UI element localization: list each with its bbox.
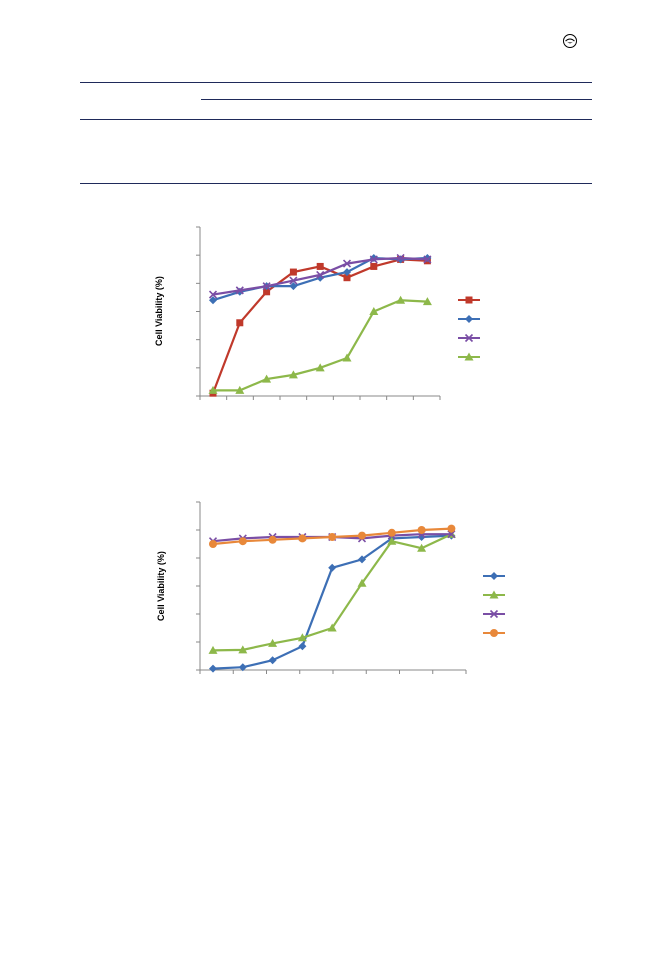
- data-point: [209, 296, 217, 305]
- data-point: [396, 253, 405, 263]
- data-point: [235, 385, 245, 394]
- data-point: [358, 555, 366, 564]
- data-point: [423, 253, 432, 262]
- data-point: [297, 633, 307, 642]
- data-point: [289, 276, 298, 285]
- data-point: [268, 656, 277, 665]
- data-point: [268, 535, 277, 544]
- data-point: [235, 287, 244, 296]
- data-point: [238, 537, 247, 546]
- data-point: [417, 526, 426, 534]
- table-header-bottom-rule: [80, 119, 592, 120]
- data-point: [343, 274, 351, 282]
- data-point: [238, 534, 247, 543]
- data-point: [417, 533, 426, 541]
- data-point: [289, 268, 297, 276]
- data-point: [417, 530, 426, 539]
- data-point: [316, 262, 324, 270]
- table-bottom-rule: [80, 183, 592, 184]
- data-point: [209, 389, 217, 397]
- data-point: [342, 353, 352, 362]
- data-point: [298, 642, 307, 651]
- data-point: [396, 255, 405, 264]
- data-point: [447, 524, 456, 533]
- data-point: [387, 531, 396, 540]
- data-point: [447, 530, 456, 539]
- legend-marker: [464, 333, 474, 343]
- data-point: [342, 259, 352, 268]
- data-point: [357, 534, 367, 543]
- data-point: [209, 540, 217, 548]
- data-point: [208, 385, 218, 394]
- legend-marker: [489, 609, 499, 619]
- data-point: [268, 638, 278, 647]
- data-point: [328, 532, 337, 542]
- data-point: [422, 297, 432, 306]
- data-point: [298, 534, 307, 543]
- legend-marker: [490, 629, 498, 637]
- legend-marker: [489, 590, 499, 599]
- circle-emblem-icon: [563, 34, 577, 48]
- data-point: [238, 645, 248, 654]
- data-point: [262, 282, 271, 291]
- data-point: [369, 307, 379, 315]
- data-point: [238, 663, 247, 672]
- data-point: [208, 645, 218, 654]
- legend-marker: [465, 315, 473, 323]
- data-point: [262, 374, 272, 383]
- series-line: [212, 256, 428, 302]
- data-point: [370, 262, 378, 270]
- data-point: [447, 531, 456, 540]
- data-point: [328, 563, 337, 572]
- data-point: [358, 531, 366, 540]
- data-point: [423, 255, 432, 264]
- data-point: [417, 543, 427, 552]
- data-point: [387, 528, 396, 537]
- data-point: [263, 288, 271, 296]
- data-point: [268, 532, 277, 542]
- data-point: [397, 255, 405, 263]
- series-line: [212, 533, 452, 652]
- series-line: [212, 534, 452, 670]
- data-point: [316, 273, 325, 282]
- data-point: [327, 623, 337, 632]
- data-point: [209, 664, 217, 673]
- data-point: [298, 532, 307, 542]
- data-point: [289, 282, 298, 291]
- data-point: [396, 295, 406, 304]
- data-point: [328, 533, 337, 541]
- data-point: [316, 270, 325, 279]
- legend-marker: [464, 352, 474, 361]
- data-point: [387, 536, 397, 545]
- series-line: [211, 258, 428, 394]
- data-point: [387, 534, 396, 543]
- series-line: [212, 256, 428, 296]
- data-point: [369, 253, 378, 262]
- data-point: [235, 286, 244, 295]
- data-point: [262, 282, 271, 291]
- data-point: [236, 319, 244, 327]
- table-top-rule: [80, 82, 592, 83]
- data-point: [208, 290, 218, 299]
- y-axis-label: Cell Viability (%): [156, 551, 166, 621]
- legend-marker: [490, 572, 498, 580]
- data-point: [208, 537, 218, 546]
- series-line: [212, 527, 452, 546]
- data-point: [288, 370, 298, 379]
- series-line: [212, 533, 452, 543]
- data-point: [446, 529, 456, 538]
- data-point: [423, 257, 431, 265]
- table-header-subrule: [201, 99, 592, 100]
- series-line: [213, 299, 428, 392]
- y-axis-label: Cell Viability (%): [154, 276, 164, 346]
- legend-marker: [465, 296, 473, 304]
- data-point: [357, 578, 367, 587]
- data-point: [369, 255, 378, 264]
- data-point: [343, 268, 351, 277]
- data-point: [315, 363, 325, 372]
